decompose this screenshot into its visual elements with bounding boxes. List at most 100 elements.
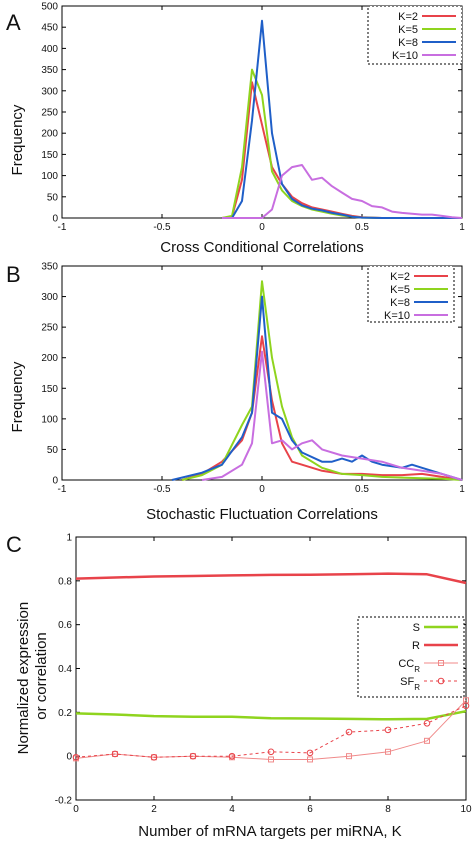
y-tick-label: 100 — [41, 171, 58, 182]
data-point-circle — [384, 726, 392, 734]
legend-label: K=5 — [398, 24, 418, 36]
panel-a-plot: -1 -0.5 0 0.5 1 0 50 100 150 200 250 300 350 400 450 50… — [41, 2, 465, 234]
x-tick-label: 1 — [459, 222, 465, 233]
panel-a-ylabel: Frequency — [9, 104, 26, 175]
x-tick-label: 4 — [229, 804, 235, 815]
series-line-r — [75, 572, 467, 585]
panel-a: A -1 -0.5 0 0.5 1 0 50 100 150 200 250 300 350 400 450… — [6, 2, 465, 257]
legend: K=2K=5K=8K=10 — [367, 265, 455, 323]
y-tick-label: 500 — [41, 2, 58, 13]
legend-label: K=5 — [390, 284, 410, 296]
panel-b-letter: B — [6, 262, 21, 287]
y-tick-label: 0.2 — [58, 708, 72, 719]
y-tick-label: 50 — [47, 445, 59, 456]
series-line-k5 — [221, 68, 462, 219]
data-point-circle — [306, 749, 314, 757]
series-line-k2 — [221, 81, 462, 219]
legend-label: S — [413, 622, 420, 634]
y-tick-label: 0.4 — [58, 664, 72, 675]
panel-b-xlabel: Stochastic Fluctuation Correlations — [146, 506, 378, 523]
x-tick-label: 8 — [385, 804, 391, 815]
x-tick-label: 0.5 — [355, 484, 369, 495]
y-tick-label: 150 — [41, 384, 58, 395]
panel-b-ylabel: Frequency — [9, 361, 26, 432]
panel-c-ylabel: Normalized expression or correlation — [15, 598, 50, 755]
legend-label: K=2 — [390, 271, 410, 283]
y-tick-label: 1 — [66, 533, 72, 544]
x-tick-label: 0 — [73, 804, 79, 815]
legend-label: K=10 — [392, 50, 418, 62]
legend-box — [367, 265, 455, 323]
panel-c-xlabel: Number of mRNA targets per miRNA, K — [138, 823, 401, 840]
legend: K=2K=5K=8K=10 — [367, 5, 463, 65]
y-tick-label: 300 — [41, 86, 58, 97]
y-tick-label: 150 — [41, 150, 58, 161]
x-tick-label: 0 — [259, 222, 265, 233]
legend-label-subscript: R — [414, 665, 420, 674]
legend-label: K=8 — [390, 297, 410, 309]
y-tick-label: 0.8 — [58, 576, 72, 587]
panel-c-letter: C — [6, 532, 22, 557]
y-tick-label: 450 — [41, 23, 58, 34]
panel-b: B -1 -0.5 0 0.5 1 0 50 100 150 200 250 300 350 K=2K=5… — [6, 262, 465, 524]
data-point-circle — [189, 752, 197, 760]
x-tick-label: 6 — [307, 804, 313, 815]
x-tick-label: -0.5 — [153, 484, 171, 495]
series-line-k8 — [171, 295, 463, 481]
x-tick-label: 10 — [460, 804, 472, 815]
data-point-circle — [345, 728, 353, 736]
panel-a-letter: A — [6, 10, 21, 35]
panel-a-xlabel: Cross Conditional Correlations — [160, 239, 363, 256]
y-tick-label: 300 — [41, 292, 58, 303]
legend-box — [357, 616, 465, 698]
y-tick-label: 350 — [41, 262, 58, 273]
data-point-square — [307, 756, 313, 763]
y-tick-label: 200 — [41, 353, 58, 364]
series-line-cc — [75, 699, 467, 760]
legend-label: K=10 — [384, 310, 410, 322]
x-tick-label: -0.5 — [153, 222, 171, 233]
y-tick-label: 200 — [41, 129, 58, 140]
legend-label: K=2 — [398, 11, 418, 23]
legend-label: R — [412, 640, 420, 652]
panel-c-ylabel-line-1: Normalized expression — [15, 602, 32, 755]
data-point-square — [424, 737, 430, 744]
y-tick-label: 50 — [47, 192, 59, 203]
panel-b-plot: -1 -0.5 0 0.5 1050100150200250300350K=2K=5K=… — [41, 262, 465, 496]
legend-label-subscript: R — [414, 683, 420, 692]
legend-marker-circle — [437, 677, 445, 685]
data-point-square — [268, 756, 274, 763]
data-point-circle — [462, 702, 470, 710]
panel-c-ylabel-line-2: or correlation — [33, 632, 50, 720]
legend-label: K=8 — [398, 37, 418, 49]
series-line-s — [75, 709, 467, 721]
series-line-k2 — [181, 335, 463, 481]
data-point-circle — [72, 753, 80, 761]
y-tick-label: 250 — [41, 108, 58, 119]
y-tick-label: 400 — [41, 44, 58, 55]
x-tick-label: -1 — [58, 484, 67, 495]
y-tick-label: 0 — [66, 752, 72, 763]
series-line-k10 — [222, 164, 463, 219]
y-tick-label: 350 — [41, 65, 58, 76]
legend-marker-square — [438, 660, 444, 666]
x-tick-label: 0.5 — [355, 222, 369, 233]
y-tick-label: -0.2 — [55, 796, 73, 807]
data-point-circle — [267, 748, 275, 756]
series-line-sf — [75, 705, 467, 758]
series-line-k8 — [222, 19, 462, 219]
data-point-square — [385, 748, 391, 755]
x-tick-label: 0 — [259, 484, 265, 495]
y-tick-label: 250 — [41, 323, 58, 334]
series-line-k10 — [201, 350, 463, 481]
y-tick-label: 100 — [41, 414, 58, 425]
y-tick-label: 0.6 — [58, 620, 72, 631]
data-point-circle — [150, 753, 158, 761]
x-tick-label: 1 — [459, 484, 465, 495]
x-tick-label: 2 — [151, 804, 157, 815]
data-point-square — [346, 753, 352, 760]
